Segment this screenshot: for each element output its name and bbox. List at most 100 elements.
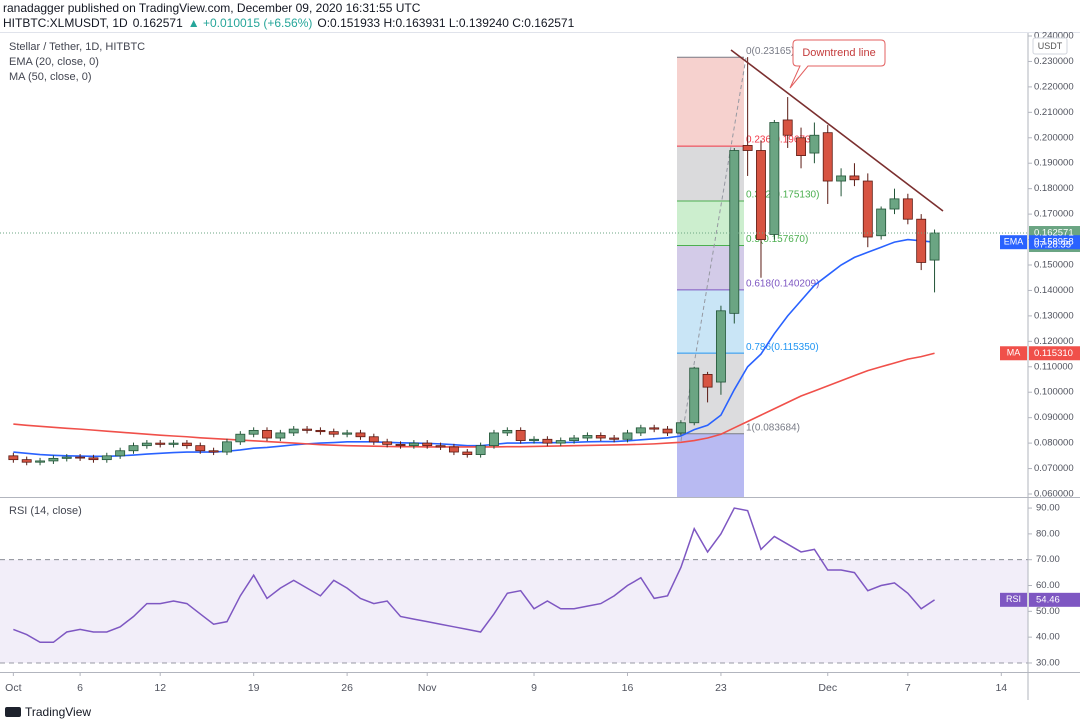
indicator-tag-label: MA <box>1007 348 1021 358</box>
rsi-tag <box>1000 592 1027 607</box>
candle-body <box>368 436 379 443</box>
candle-body <box>662 428 673 434</box>
y-tick-label: 0.070000 <box>1034 463 1074 474</box>
candle-body <box>529 438 539 441</box>
x-tick-label: 12 <box>154 682 166 694</box>
rsi-tick-label: 90.00 <box>1036 503 1060 514</box>
candle-body <box>75 456 86 459</box>
candle-body <box>395 443 406 447</box>
candle-body <box>756 150 766 240</box>
candle-body <box>502 429 513 434</box>
rsi-tick-label: 60.00 <box>1036 580 1060 591</box>
y-tick-label: 0.080000 <box>1034 438 1074 449</box>
price-badge-label: 0.162571 <box>1034 228 1074 239</box>
fib-zone <box>677 433 744 497</box>
candle-body <box>715 310 726 383</box>
price-pane: 0(0.23165) 0.236(0.196730) 0.382(0.175130)… <box>0 39 1028 497</box>
candle-body <box>208 450 219 453</box>
rsi-tick-label: 70.00 <box>1036 554 1060 565</box>
callout-text: Downtrend line <box>802 47 875 59</box>
candle-body <box>702 374 713 388</box>
rsi-tick-label: 40.00 <box>1036 632 1060 643</box>
candle-body <box>141 442 152 447</box>
downtrend-line <box>730 49 944 212</box>
fib-label: 0(0.23165) <box>746 46 794 57</box>
y-tick-label: 0.060000 <box>1034 489 1074 500</box>
x-tick-label: 26 <box>341 682 353 694</box>
candle-body <box>195 445 206 452</box>
fib-label: 0.618(0.140209) <box>746 279 819 290</box>
legend-ma: MA (50, close, 0) <box>9 71 92 83</box>
rsi-pane <box>0 507 1028 664</box>
y-tick-label: 0.170000 <box>1034 209 1074 220</box>
y-tick-label: 0.180000 <box>1034 183 1074 194</box>
candle-body <box>515 429 526 441</box>
labels: ranadagger published on TradingView.com,… <box>3 1 1074 719</box>
indicator-tag <box>1000 346 1027 361</box>
published: ranadagger published on TradingView.com,… <box>3 1 421 15</box>
candle-body <box>742 145 753 151</box>
candle-body <box>582 435 593 439</box>
y-tick-label: 0.110000 <box>1034 361 1073 372</box>
candle-body <box>489 432 499 447</box>
candle-body <box>61 456 72 459</box>
y-tick-label: 0.090000 <box>1034 412 1074 423</box>
fib-zone <box>677 353 744 434</box>
indicator-tag <box>1000 235 1027 250</box>
x-tick-label: Oct <box>5 682 21 694</box>
x-tick-label: Nov <box>418 682 437 694</box>
candle-body <box>542 438 553 444</box>
x-tick-label: 6 <box>77 682 83 694</box>
callout-box <box>789 39 886 89</box>
candle-body <box>555 440 566 444</box>
rsi-badge <box>1029 592 1080 607</box>
candle-body <box>729 150 740 314</box>
candle-body <box>569 437 580 441</box>
candle-body <box>355 432 366 438</box>
fib-label: 0.236(0.196730) <box>746 135 819 146</box>
x-tick-label: 14 <box>995 682 1007 694</box>
y-tick-label: 0.100000 <box>1034 387 1074 398</box>
candle-body <box>475 445 486 455</box>
x-tick-label: 9 <box>531 682 537 694</box>
fib-label: 0.382(0.175130) <box>746 190 819 201</box>
y-tick-label: 0.140000 <box>1034 285 1074 296</box>
y-tick-label: 0.190000 <box>1034 158 1074 169</box>
candle-body <box>48 457 59 462</box>
rsi-tick-label: 30.00 <box>1036 657 1060 668</box>
symbol: HITBTC:XLMUSDT, 1D <box>3 16 128 30</box>
candle-body <box>315 429 326 433</box>
candle-body <box>155 442 166 445</box>
candle-body <box>782 119 793 136</box>
candle-body <box>235 433 246 443</box>
candle-body <box>889 198 900 210</box>
countdown: 07:28:35 <box>1034 240 1071 251</box>
x-tick-label: 19 <box>248 682 260 694</box>
indicator-badge-label: 0.158958 <box>1034 237 1074 248</box>
logo-shape <box>5 707 21 717</box>
indicator-badge-label: 0.115310 <box>1034 348 1073 359</box>
rsi-tick-label: 50.00 <box>1036 606 1060 617</box>
x-tick-label: 7 <box>905 682 911 694</box>
candle-body <box>275 432 286 439</box>
candle-body <box>809 134 820 154</box>
indicator-tag-label: EMA <box>1004 237 1024 247</box>
candle-body <box>262 429 272 439</box>
legend-ema: EMA (20, close, 0) <box>9 56 99 68</box>
candle-body <box>8 455 19 461</box>
candle-body <box>101 455 112 461</box>
fib-label: 0.5(0.157670) <box>746 234 808 245</box>
rsi-band <box>0 559 1028 663</box>
candle-body <box>769 122 780 235</box>
rsi-title: RSI (14, close) <box>9 505 82 517</box>
candle-body <box>689 367 700 424</box>
candle-body <box>181 442 192 447</box>
pane-title: Stellar / Tether, 1D, HITBTC <box>9 41 145 53</box>
y-tick-label: 0.230000 <box>1034 56 1074 67</box>
y-tick-label: 0.130000 <box>1034 310 1074 321</box>
rsi-line <box>13 507 935 644</box>
candle-body <box>796 137 806 156</box>
candle-body <box>609 437 620 440</box>
candle-body <box>462 451 473 455</box>
unit: USDT <box>1038 41 1063 51</box>
